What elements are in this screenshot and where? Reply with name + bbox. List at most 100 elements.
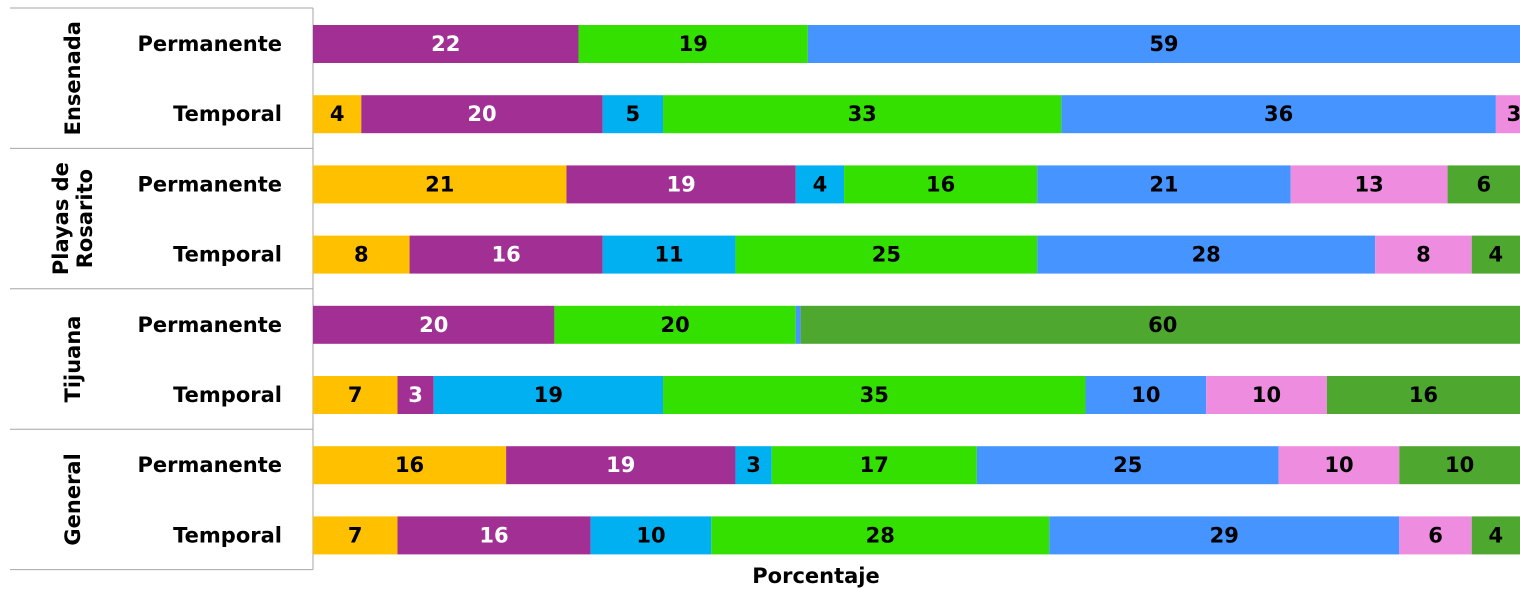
bar-segment (397, 376, 434, 414)
bar-segment (313, 305, 555, 344)
bar-segment (1061, 95, 1496, 134)
data-label: 7 (348, 383, 363, 407)
bar-segment (602, 95, 664, 134)
row-label: Temporal (173, 383, 282, 407)
data-label: 4 (1489, 523, 1504, 547)
group-label: Ensenada (61, 21, 85, 135)
data-label: 4 (813, 172, 828, 196)
bar-segment (1399, 516, 1472, 555)
bar-segment (361, 95, 603, 134)
bar-segment (554, 305, 796, 344)
data-label: 10 (1252, 383, 1281, 407)
data-label: 19 (679, 32, 708, 56)
bar-segment (313, 376, 398, 414)
data-label: 16 (1409, 383, 1438, 407)
bar-segments (313, 25, 1520, 555)
data-label: 28 (866, 523, 895, 547)
data-label: 20 (467, 102, 496, 126)
bar-segment (566, 165, 796, 204)
data-label: 60 (1148, 313, 1177, 337)
group-label: Playas deRosarito (49, 162, 97, 275)
bar-segment (1206, 376, 1327, 414)
bar-segment (1495, 95, 1520, 134)
data-label: 25 (1113, 453, 1142, 477)
row-label: Temporal (173, 243, 282, 267)
group-label-line: Playas de (49, 162, 73, 275)
row-label: Temporal (173, 523, 282, 547)
bar-segment (313, 516, 398, 555)
data-label: 20 (660, 313, 689, 337)
bar-segment (711, 516, 1050, 555)
bar-segment (1278, 446, 1400, 485)
data-label: 16 (395, 453, 424, 477)
data-label: 7 (348, 523, 363, 547)
data-label: 3 (1507, 102, 1520, 126)
data-label: 13 (1355, 172, 1384, 196)
data-label: 19 (667, 172, 696, 196)
data-label: 8 (354, 243, 369, 267)
value-labels: 22 19 594 20 5 33 36 321 19 4 16 21 13 68 16 11 25 28 8 420… (330, 32, 1520, 547)
bar-segment (1037, 165, 1291, 204)
bar-segment (795, 305, 801, 344)
data-label: 19 (606, 453, 635, 477)
data-label: 6 (1476, 172, 1491, 196)
category-axis-lines (10, 7, 314, 571)
data-label: 20 (419, 313, 448, 337)
bar-segment (313, 25, 579, 63)
data-label: 3 (408, 383, 423, 407)
data-label: 17 (860, 453, 889, 477)
bar-segment (313, 95, 362, 134)
group-label-line: Ensenada (61, 21, 85, 135)
group-labels: Ensenada Playas deRosarito Tijuana General (49, 21, 97, 546)
data-label: 35 (860, 383, 889, 407)
bar-segment (976, 446, 1279, 485)
row-label: Permanente (138, 32, 282, 56)
data-label: 16 (479, 523, 508, 547)
bar-segment (590, 516, 712, 555)
bar-segment (844, 165, 1038, 204)
data-label: 4 (1489, 243, 1504, 267)
bar-segment (663, 376, 1086, 414)
data-label: 16 (492, 243, 521, 267)
bar-segment (1399, 446, 1520, 485)
data-label: 6 (1428, 523, 1443, 547)
bar-segment (1049, 516, 1400, 555)
row-labels: Permanente Temporal Permanente Temporal Perm… (138, 32, 282, 547)
bar-segment (800, 305, 1520, 344)
bar-segment (1037, 235, 1376, 274)
bar-segment (313, 446, 507, 485)
data-label: 29 (1210, 523, 1239, 547)
bar-segment (795, 165, 845, 204)
data-label: 28 (1192, 243, 1221, 267)
data-label: 25 (872, 243, 901, 267)
data-label: 5 (626, 102, 641, 126)
row-label: Permanente (138, 453, 282, 477)
row-label: Permanente (138, 172, 282, 196)
bar-segment (578, 25, 808, 63)
bar-segment (663, 95, 1062, 134)
data-label: 21 (1149, 172, 1178, 196)
group-label-line: General (61, 453, 85, 545)
data-label: 4 (330, 102, 345, 126)
data-label: 3 (746, 453, 761, 477)
data-label: 10 (1445, 453, 1474, 477)
data-label: 10 (636, 523, 665, 547)
bar-segment (1375, 235, 1472, 274)
data-label: 22 (431, 32, 460, 56)
data-label: 19 (534, 383, 563, 407)
data-label: 59 (1149, 32, 1178, 56)
bar-segment (1471, 235, 1520, 274)
data-label: 16 (926, 172, 955, 196)
bar-segment (1085, 376, 1207, 414)
group-label: Tijuana (61, 316, 85, 403)
bar-segment (1326, 376, 1520, 414)
bar-segment (313, 165, 567, 204)
bar-segment (1290, 165, 1448, 204)
bar-segment (313, 235, 410, 274)
row-label: Permanente (138, 313, 282, 337)
row-label: Temporal (173, 102, 282, 126)
bar-segment (1471, 516, 1520, 555)
data-label: 8 (1416, 243, 1431, 267)
data-label: 33 (848, 102, 877, 126)
